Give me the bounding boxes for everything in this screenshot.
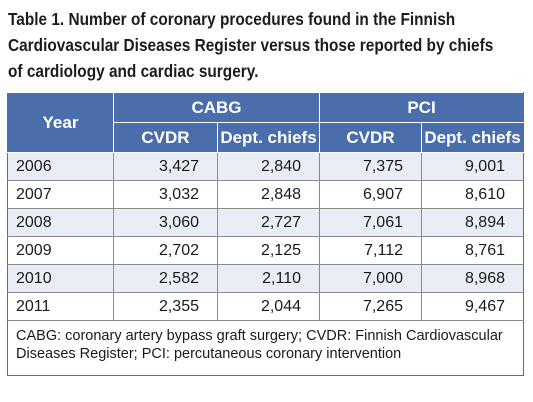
header-row-sub: CVDR Dept. chiefs CVDR Dept. chiefs	[8, 122, 524, 153]
year-cell: 2009	[7, 236, 114, 265]
value-cell: 2,044	[217, 292, 320, 321]
footnote-row: CABG: coronary artery bypass graft surge…	[7, 320, 524, 376]
year-cell: 2006	[7, 152, 114, 181]
table-row: 2011 2,355 2,044 7,265 9,467	[7, 292, 524, 321]
value-cell: 8,968	[421, 264, 524, 293]
value-cell: 2,702	[113, 236, 218, 265]
value-cell: 2,840	[217, 152, 320, 181]
value-cell: 9,001	[421, 152, 524, 181]
table-row: 2007 3,032 2,848 6,907 8,610	[7, 180, 524, 209]
value-cell: 7,112	[319, 236, 422, 265]
value-cell: 3,032	[113, 180, 218, 209]
value-cell: 3,060	[113, 208, 218, 237]
cabg-dept-chiefs-header: Dept. chiefs	[217, 122, 320, 153]
table-row: 2008 3,060 2,727 7,061 8,894	[7, 208, 524, 237]
value-cell: 7,265	[319, 292, 422, 321]
value-cell: 8,610	[421, 180, 524, 209]
value-cell: 7,061	[319, 208, 422, 237]
value-cell: 8,894	[421, 208, 524, 237]
table-row: 2006 3,427 2,840 7,375 9,001	[7, 152, 524, 181]
cabg-group-header: CABG	[113, 92, 320, 123]
procedures-table: Year CABG PCI CVDR Dept. chiefs CVDR Dep…	[7, 92, 524, 376]
table-row: 2009 2,702 2,125 7,112 8,761	[7, 236, 524, 265]
year-cell: 2010	[7, 264, 114, 293]
value-cell: 2,125	[217, 236, 320, 265]
table-caption: Table 1. Number of coronary procedures f…	[8, 6, 494, 84]
value-cell: 2,848	[217, 180, 320, 209]
value-cell: 6,907	[319, 180, 422, 209]
cabg-cvdr-header: CVDR	[113, 122, 218, 153]
caption-line-3: of cardiology and cardiac surgery.	[8, 61, 259, 81]
value-cell: 2,727	[217, 208, 320, 237]
year-cell: 2008	[7, 208, 114, 237]
year-header: Year	[7, 92, 114, 153]
value-cell: 9,467	[421, 292, 524, 321]
header-row-groups: Year CABG PCI	[7, 92, 524, 153]
pci-dept-chiefs-header: Dept. chiefs	[421, 122, 524, 153]
value-cell: 8,761	[421, 236, 524, 265]
year-cell: 2011	[7, 292, 114, 321]
value-cell: 2,110	[217, 264, 320, 293]
year-cell: 2007	[7, 180, 114, 209]
value-cell: 2,582	[113, 264, 218, 293]
pci-cvdr-header: CVDR	[319, 122, 422, 153]
value-cell: 2,355	[113, 292, 218, 321]
table-row: 2010 2,582 2,110 7,000 8,968	[7, 264, 524, 293]
value-cell: 3,427	[113, 152, 218, 181]
caption-line-1: Table 1. Number of coronary procedures f…	[8, 9, 456, 29]
caption-line-2: Cardiovascular Diseases Register versus …	[8, 35, 494, 55]
pci-group-header: PCI	[319, 92, 524, 123]
value-cell: 7,375	[319, 152, 422, 181]
value-cell: 7,000	[319, 264, 422, 293]
table-footnote: CABG: coronary artery bypass graft surge…	[7, 320, 524, 376]
